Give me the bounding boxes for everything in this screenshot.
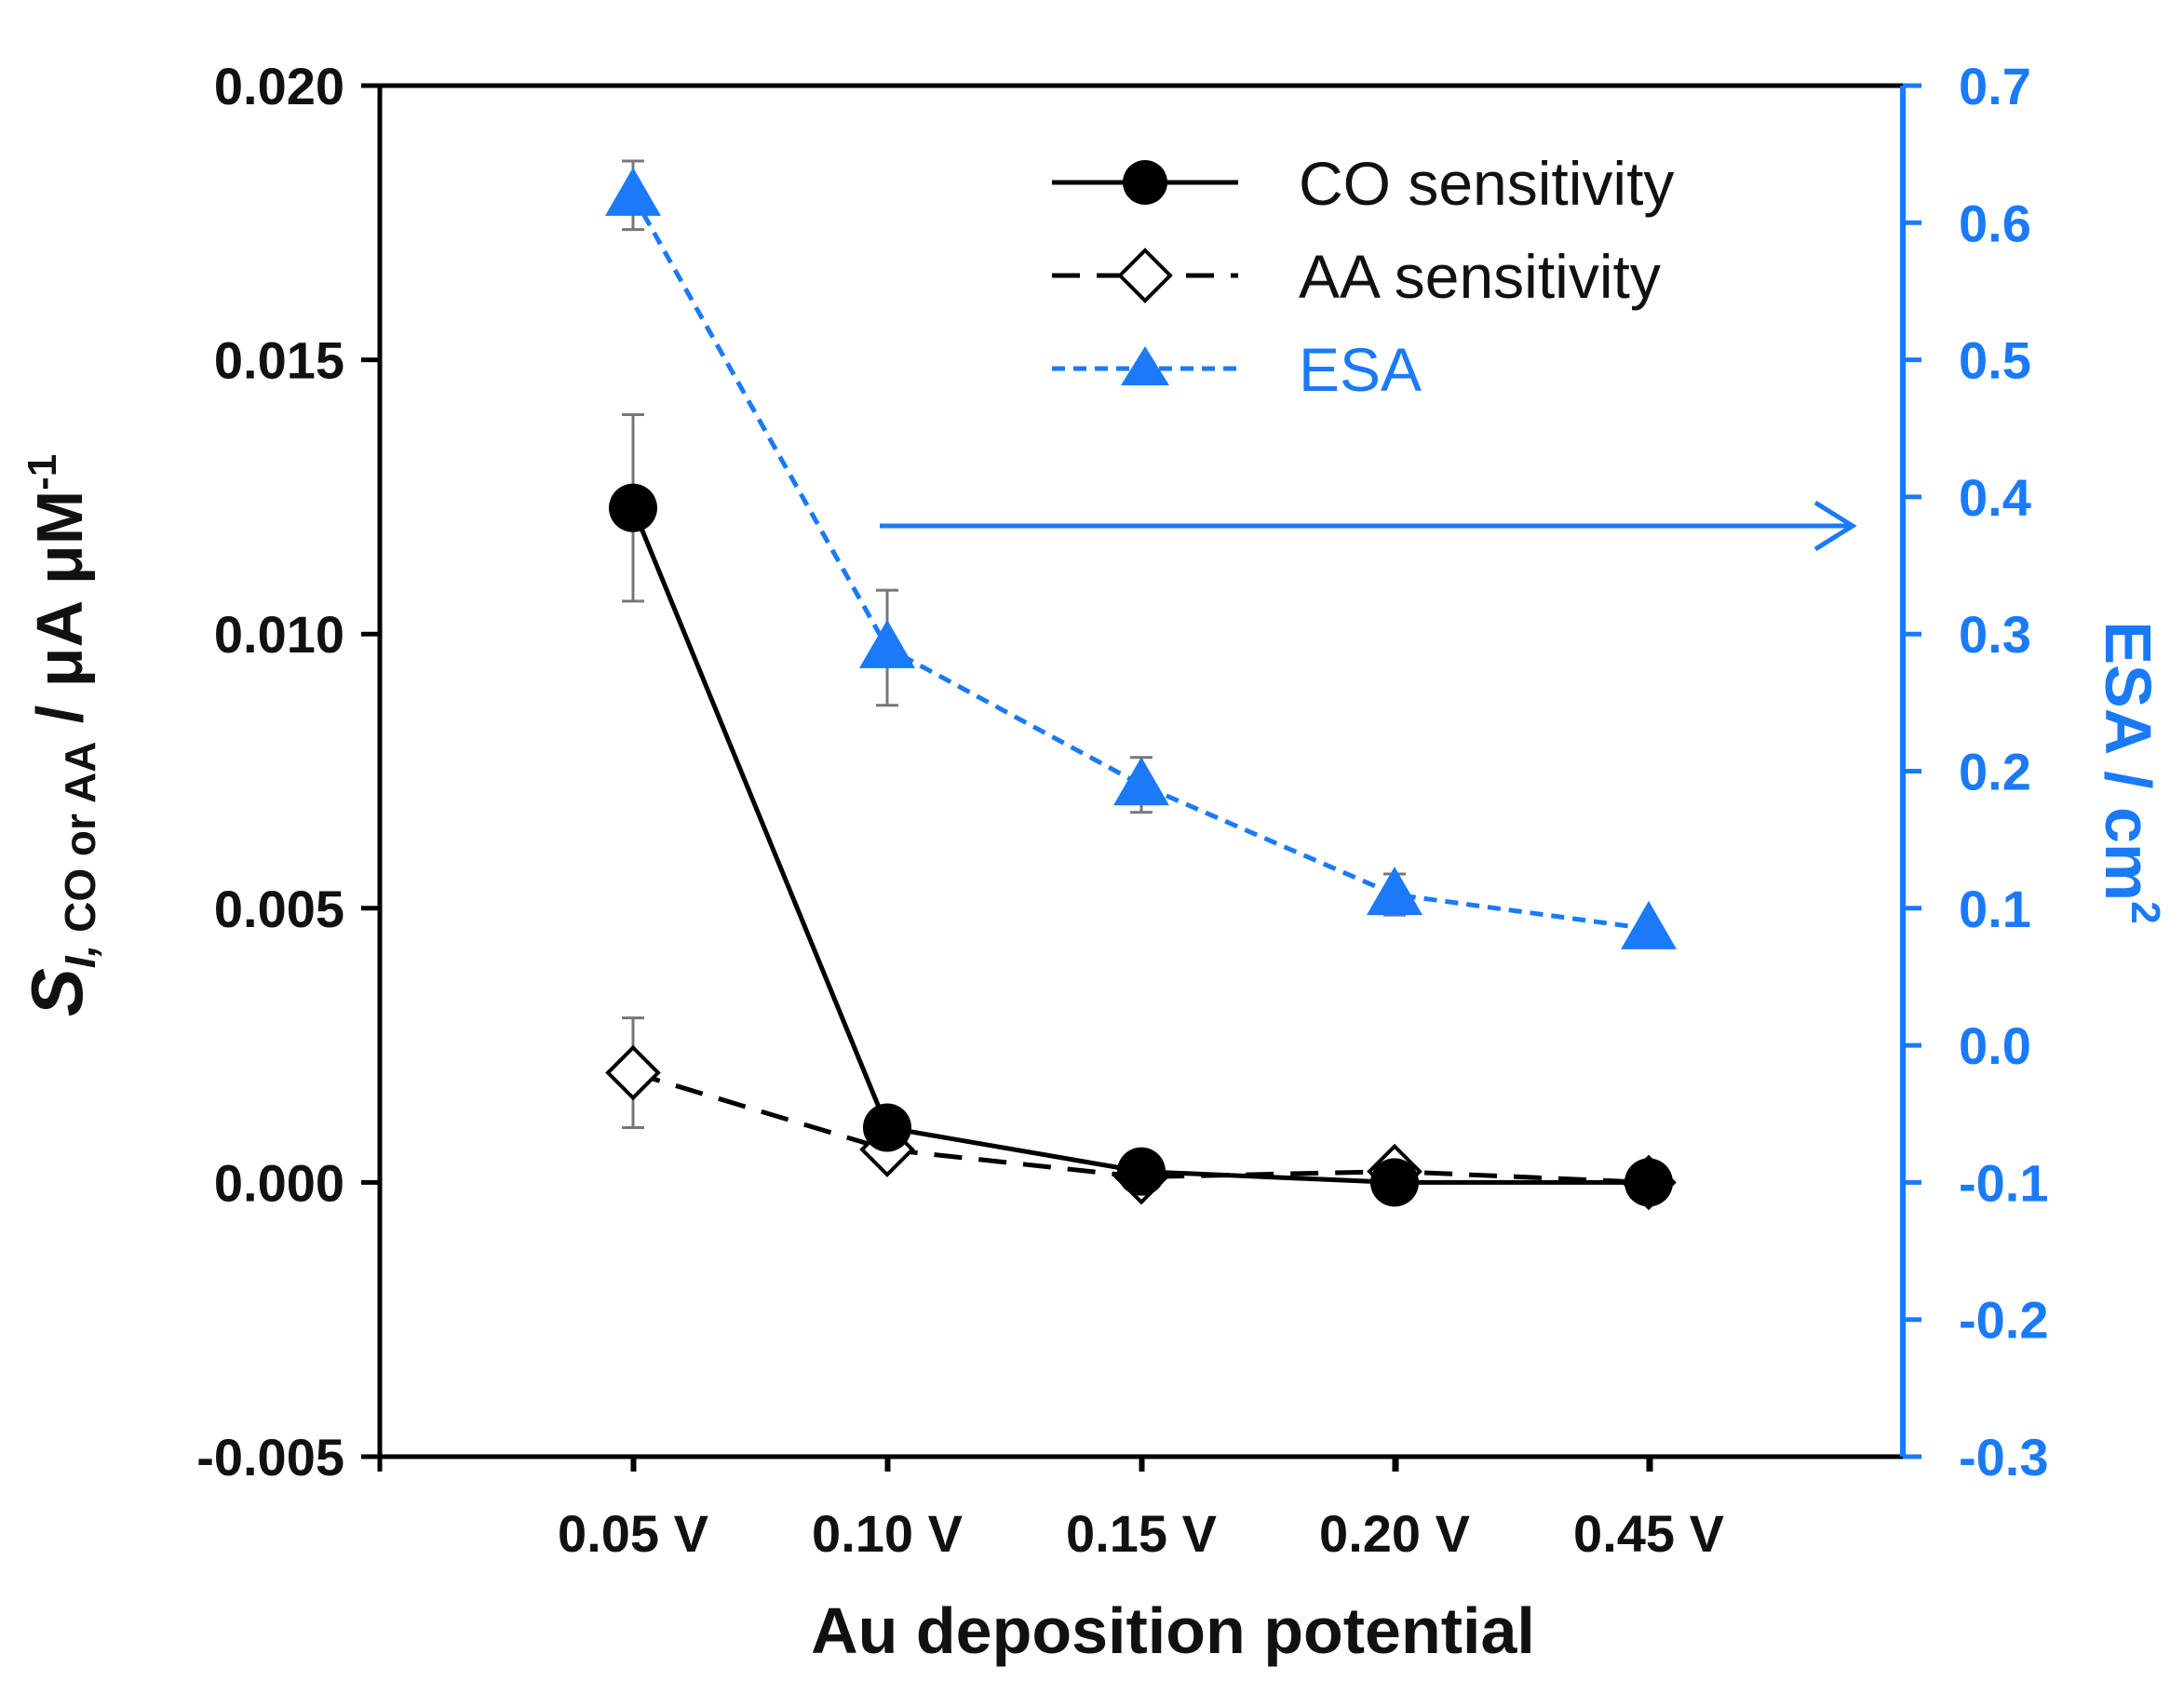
- series-co-sensitivity: [609, 413, 1673, 1207]
- y2-tick-label: -0.2: [1959, 1291, 2049, 1350]
- legend-label-aa: AA sensitivity: [1299, 242, 1661, 311]
- x-tick-label: 0.20 V: [1319, 1504, 1470, 1563]
- data-point: [859, 619, 915, 668]
- legend-entry-esa: ESA: [1052, 335, 1422, 404]
- legend-entry-aa: AA sensitivity: [1052, 242, 1661, 311]
- series-esa: [605, 159, 1677, 949]
- data-point: [1621, 900, 1677, 949]
- y2-axis-title-main: ESA / cm: [2092, 621, 2164, 901]
- series-layer: [605, 159, 1677, 1211]
- legend-label-esa: ESA: [1299, 335, 1422, 404]
- y2-axis-title-sup: 2: [2123, 901, 2168, 923]
- y2-tick-label: -0.3: [1959, 1428, 2049, 1486]
- data-point: [1370, 1158, 1419, 1207]
- data-point: [609, 483, 657, 532]
- series-line: [630, 194, 1650, 932]
- y-tick-label: 0.000: [214, 1153, 344, 1212]
- series-line: [632, 1070, 1650, 1185]
- y-axis-title-s: S: [16, 968, 98, 1016]
- y2-tick-label: 0.1: [1959, 880, 2031, 938]
- y-axis-title: SI, CO or AA / μA μM-1: [16, 454, 104, 1017]
- legend-entry-co: CO sensitivity: [1052, 149, 1674, 218]
- data-point: [605, 167, 661, 216]
- data-point: [1625, 1158, 1673, 1207]
- y2-axis-title: ESA / cm2: [2092, 621, 2168, 923]
- y2-tick-label: 0.5: [1959, 331, 2031, 390]
- x-tick-label: 0.45 V: [1573, 1504, 1724, 1563]
- y-axis-title-sub: CO or AA: [56, 742, 104, 945]
- x-tick-label: 0.10 V: [812, 1504, 963, 1563]
- y2-tick-label: 0.0: [1959, 1016, 2031, 1075]
- y-tick-label: -0.005: [196, 1428, 344, 1486]
- y2-tick-label: 0.4: [1959, 468, 2031, 527]
- legend: CO sensitivity AA sensitivity ESA: [1052, 149, 1674, 404]
- y-axis-title-units: / μA μM: [23, 491, 96, 742]
- data-point: [605, 1044, 661, 1101]
- data-point: [1367, 867, 1422, 916]
- data-point: [1117, 1147, 1166, 1196]
- y-tick-label: 0.020: [214, 57, 344, 115]
- x-tick-label: 0.15 V: [1066, 1504, 1217, 1563]
- data-point: [863, 1103, 911, 1152]
- x-axis-title: Au deposition potential: [811, 1594, 1535, 1667]
- y-tick-label: 0.010: [214, 605, 344, 664]
- y2-tick-label: 0.2: [1959, 743, 2031, 801]
- y2-tick-label: -0.1: [1959, 1153, 2049, 1212]
- y-axis-title-sub-italic: I,: [56, 945, 104, 969]
- y-tick-label: 0.015: [214, 331, 344, 390]
- data-point: [1113, 757, 1169, 806]
- y2-tick-label: 0.6: [1959, 194, 2031, 252]
- legend-label-co: CO sensitivity: [1299, 149, 1674, 218]
- y2-tick-label: 0.3: [1959, 605, 2031, 664]
- y2-tick-label: 0.7: [1959, 57, 2031, 115]
- right-axis-arrow: [880, 500, 1857, 552]
- x-tick-label: 0.05 V: [558, 1504, 708, 1563]
- series-line: [630, 506, 1649, 1185]
- axis-ticks: -0.005 0.000 0.005 0.010 0.015 0.020 -0.3 -0.2 -…: [196, 57, 2048, 1563]
- y-tick-label: 0.005: [214, 880, 344, 938]
- y-axis-title-sup: -1: [20, 454, 65, 491]
